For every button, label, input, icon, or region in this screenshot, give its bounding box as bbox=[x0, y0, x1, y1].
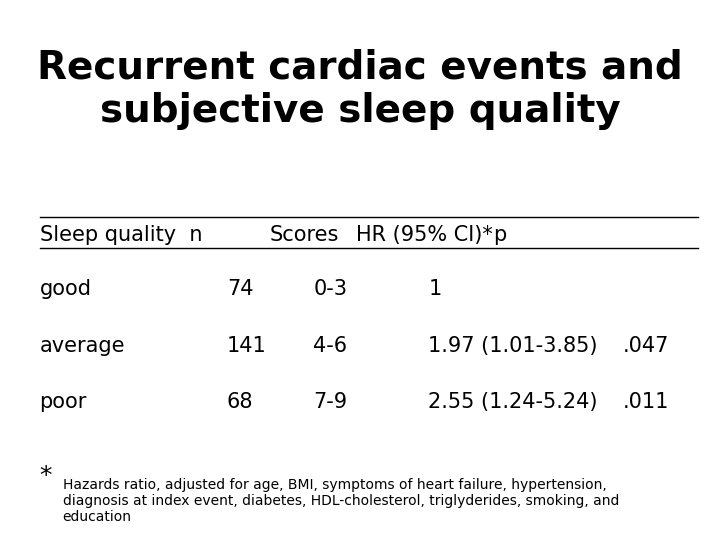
Text: 1: 1 bbox=[428, 279, 441, 299]
Text: .011: .011 bbox=[623, 392, 669, 413]
Text: 0-3: 0-3 bbox=[313, 279, 347, 299]
Text: *: * bbox=[40, 464, 52, 488]
Text: HR (95% CI)*: HR (95% CI)* bbox=[356, 225, 493, 245]
Text: 1.97 (1.01-3.85): 1.97 (1.01-3.85) bbox=[428, 335, 598, 356]
Text: 74: 74 bbox=[227, 279, 253, 299]
Text: good: good bbox=[40, 279, 91, 299]
Text: 2.55 (1.24-5.24): 2.55 (1.24-5.24) bbox=[428, 392, 598, 413]
Text: Recurrent cardiac events and
subjective sleep quality: Recurrent cardiac events and subjective … bbox=[37, 48, 683, 130]
Text: 68: 68 bbox=[227, 392, 253, 413]
Text: poor: poor bbox=[40, 392, 87, 413]
Text: 141: 141 bbox=[227, 335, 266, 356]
Text: Scores: Scores bbox=[270, 225, 339, 245]
Text: p: p bbox=[493, 225, 506, 245]
Text: 4-6: 4-6 bbox=[313, 335, 347, 356]
Text: 7-9: 7-9 bbox=[313, 392, 347, 413]
Text: .047: .047 bbox=[623, 335, 669, 356]
Text: Hazards ratio, adjusted for age, BMI, symptoms of heart failure, hypertension,
d: Hazards ratio, adjusted for age, BMI, sy… bbox=[63, 478, 619, 524]
Text: Sleep quality  n: Sleep quality n bbox=[40, 225, 202, 245]
Text: average: average bbox=[40, 335, 125, 356]
